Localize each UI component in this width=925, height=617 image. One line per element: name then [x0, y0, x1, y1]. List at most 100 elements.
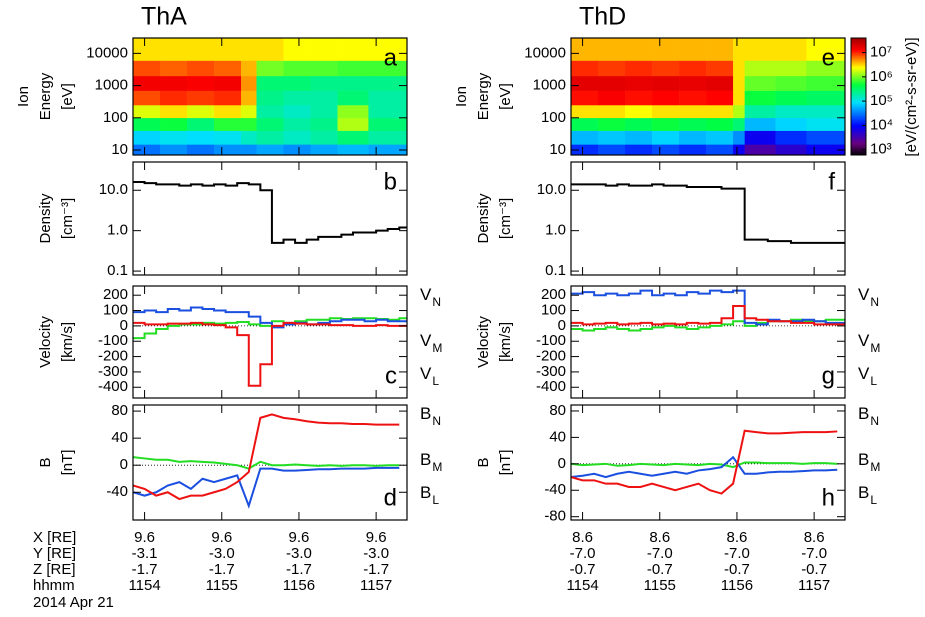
colorbar-slice: [851, 70, 866, 73]
spectrogram-cell: [806, 38, 845, 61]
series-line: [571, 461, 838, 469]
y-axis-label: Density: [475, 193, 492, 244]
spectrogram-cell: [733, 60, 745, 77]
ephemeris-value: -0.7: [647, 561, 673, 578]
y-axis-label: Ion: [453, 86, 470, 107]
ephemeris-value: 1154: [566, 577, 598, 594]
series-line: [571, 455, 838, 479]
y-tick-label: -40: [544, 481, 566, 498]
spectrogram-cell: [214, 130, 242, 145]
spectrogram-cell: [214, 117, 242, 131]
colorbar-slice: [851, 116, 866, 119]
spectrogram-cell: [733, 104, 745, 119]
spectrogram-cell: [133, 60, 161, 77]
y-tick-label: 1000: [95, 77, 128, 94]
axes-box: [570, 404, 846, 521]
y-tick-label: 10.0: [537, 181, 566, 198]
colorbar-slice: [851, 48, 866, 51]
spectrogram-cell: [187, 60, 215, 77]
colorbar-slice: [851, 58, 866, 61]
spectrogram-cell: [214, 104, 242, 119]
spectrogram-cell: [775, 38, 807, 61]
colorbar-slice: [851, 67, 866, 70]
panel-letter: c: [385, 362, 397, 389]
spectrogram-cell: [679, 144, 707, 155]
spectrogram-cell: [706, 130, 734, 145]
spectrogram-cell: [625, 75, 653, 91]
colorbar-slice: [851, 111, 866, 113]
series-line: [133, 306, 407, 329]
spectrogram-cell: [625, 104, 653, 119]
spectrogram-cell: [187, 144, 215, 155]
spectrogram-cell: [744, 104, 776, 119]
colorbar-slice: [851, 108, 866, 111]
colorbar-slice: [851, 81, 866, 84]
colorbar-slice: [851, 65, 866, 68]
ephemeris-value: -1.7: [363, 561, 389, 578]
spectrogram-cell: [283, 144, 311, 155]
panel-letter: b: [384, 168, 397, 195]
ephemeris-value: -3.1: [132, 545, 158, 562]
series-line: [571, 289, 845, 326]
y-tick-label: -300: [536, 363, 566, 380]
y-axis-label: [cm⁻³]: [59, 198, 76, 239]
y-tick-label: 10: [111, 141, 128, 158]
legend-label: VL: [858, 364, 877, 388]
colorbar-slice: [851, 86, 866, 89]
colorbar-slice: [851, 141, 866, 144]
spectrogram-cell: [241, 130, 257, 145]
spectrogram-cell: [214, 75, 242, 91]
panel-letter: a: [384, 44, 398, 71]
y-tick-label: -400: [98, 378, 128, 395]
ephemeris-value: 9.6: [289, 529, 310, 546]
colorbar-slice: [851, 114, 866, 116]
ephemeris-value: -0.7: [570, 561, 596, 578]
spectrogram-cell: [283, 104, 311, 119]
colorbar-slice: [851, 130, 866, 132]
y-tick-label: -80: [544, 508, 566, 525]
spectrogram-cell: [571, 38, 599, 61]
spectrogram-cell: [241, 117, 257, 131]
spectrogram-cell: [241, 144, 257, 155]
spectrogram-cell: [160, 60, 188, 77]
colorbar-slice: [851, 122, 866, 125]
spectrogram-cell: [214, 38, 242, 61]
plot-area: [571, 429, 845, 495]
spectrogram-cell: [806, 117, 845, 131]
spectrogram-cell: [256, 90, 284, 106]
spectrogram-cell: [310, 104, 338, 119]
spectrogram-cell: [310, 90, 338, 106]
spectrogram-cell: [256, 104, 284, 119]
colorbar-box: [850, 37, 867, 156]
spectrogram-cell: [744, 90, 776, 106]
colorbar-slice: [851, 135, 866, 138]
spectrogram-cell: [368, 38, 407, 61]
spectrogram-cell: [733, 90, 745, 106]
axes-box: [132, 404, 408, 521]
spectrogram-cell: [337, 130, 369, 145]
spectrogram-cell: [775, 130, 807, 145]
y-axis-label: [nT]: [497, 450, 514, 476]
spectrogram-cell: [214, 144, 242, 155]
spectrogram-cell: [310, 75, 338, 91]
spectrogram-cell: [652, 38, 680, 61]
spectrogram-cell: [337, 60, 369, 77]
spectrogram-cell: [706, 117, 734, 131]
spectrogram-cell: [160, 130, 188, 145]
colorbar-slice: [851, 83, 866, 86]
spectrogram-cell: [283, 117, 311, 131]
colorbar-slice: [851, 143, 866, 146]
colorbar-slice: [851, 119, 866, 122]
ephemeris-value: 1155: [644, 577, 676, 594]
y-tick-label: 10000: [524, 44, 566, 61]
ephemeris-value: -3.0: [286, 545, 312, 562]
spectrogram-cell: [368, 104, 407, 119]
plot-area: [133, 38, 407, 155]
y-tick-label: -100: [536, 332, 566, 349]
spectrogram-cell: [241, 38, 257, 61]
y-axis-label: [cm⁻³]: [497, 198, 514, 239]
spectrogram-cell: [187, 117, 215, 131]
spectrogram-cell: [806, 104, 845, 119]
colorbar-label: [eV/(cm²-s-sr-eV)]: [903, 37, 920, 156]
y-tick-label: 80: [549, 402, 566, 419]
